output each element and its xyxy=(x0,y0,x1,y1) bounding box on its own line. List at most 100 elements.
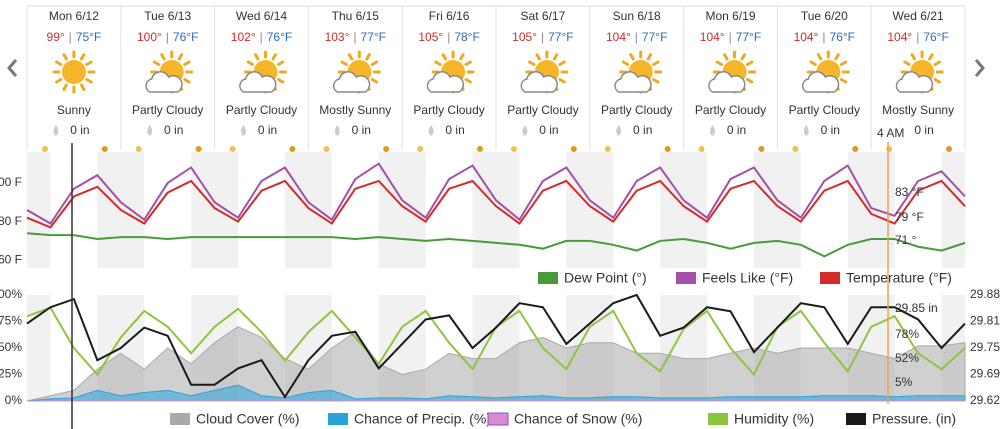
sun-ray xyxy=(55,60,63,66)
day-label: Wed 6/21 xyxy=(893,9,944,23)
line xyxy=(26,162,966,225)
sun-ray xyxy=(464,60,472,66)
rain-drop xyxy=(803,125,809,136)
y2-tick-label: 29.75 xyxy=(970,340,1000,354)
condition: Partly Cloudy xyxy=(601,103,672,117)
legend-label: Pressure. (in) xyxy=(872,411,956,427)
precip: 0 in xyxy=(445,123,464,137)
y-tick-label: 80 F xyxy=(0,214,22,228)
rain-drop xyxy=(522,125,528,136)
time-marker-label: 4 AM xyxy=(877,126,904,140)
sun-ray xyxy=(276,78,285,84)
y-tick-label: 60 F xyxy=(0,252,22,266)
legend-swatch xyxy=(820,272,840,284)
y2-tick-label: 29.62 xyxy=(970,393,1000,407)
sun-ray xyxy=(464,78,472,84)
separator: | xyxy=(729,30,732,44)
temp-range: 104° | 76°F xyxy=(794,30,855,44)
condition: Partly Cloudy xyxy=(226,103,297,117)
condition: Mostly Sunny xyxy=(319,103,391,117)
low-temp: 77°F xyxy=(736,30,761,44)
high-temp: 102° xyxy=(231,30,256,44)
y-tick-label: 0% xyxy=(5,393,23,407)
sun-ray xyxy=(629,53,635,61)
low-temp: 77°F xyxy=(642,30,667,44)
low-temp: 76°F xyxy=(173,30,198,44)
day-label: Mon 6/19 xyxy=(705,9,755,23)
sun-ray xyxy=(160,53,166,61)
sun-ray xyxy=(558,60,566,66)
condition: Partly Cloudy xyxy=(695,103,766,117)
sunrise-dot xyxy=(135,146,142,152)
day-label: Sun 6/18 xyxy=(613,9,661,23)
sun-ray xyxy=(370,78,379,84)
high-temp: 104° xyxy=(794,30,819,44)
sun-ray xyxy=(528,60,536,66)
sun-ray xyxy=(365,53,371,61)
sun-ray xyxy=(652,60,660,66)
y-tick-label: 100% xyxy=(0,287,22,301)
area xyxy=(26,326,966,402)
low-temp: 77°F xyxy=(548,30,573,44)
cloud xyxy=(614,71,652,93)
sunset-dot xyxy=(758,146,765,152)
night-band xyxy=(566,152,614,268)
separator: | xyxy=(69,30,72,44)
sun-ray xyxy=(441,53,448,61)
precip: 0 in xyxy=(821,123,840,137)
sun-ray xyxy=(434,60,442,66)
legend-label: Humidity (%) xyxy=(734,411,814,427)
condition: Sunny xyxy=(57,103,91,117)
precip: 0 in xyxy=(352,123,371,137)
legend-label: Cloud Cover (%) xyxy=(196,411,299,427)
day-label: Wed 6/14 xyxy=(236,9,287,23)
sun-ray xyxy=(834,53,840,61)
annotation: 52% xyxy=(895,351,919,365)
night-band xyxy=(660,152,708,268)
precip: 0 in xyxy=(914,123,933,137)
line xyxy=(26,179,966,229)
legend-swatch xyxy=(328,413,348,425)
temp-range: 100° | 76°F xyxy=(137,30,198,44)
time-marker-bg xyxy=(872,126,908,142)
night-band xyxy=(27,295,51,401)
sun-ray xyxy=(62,83,68,91)
legend-swatch xyxy=(708,413,728,425)
prev-arrow[interactable] xyxy=(7,59,18,77)
temp-range: 105° | 77°F xyxy=(512,30,573,44)
y2-tick-label: 29.88 xyxy=(970,287,1000,301)
weather-icon xyxy=(239,50,287,94)
rain-drop xyxy=(616,125,622,136)
next-arrow[interactable] xyxy=(974,59,985,77)
temp-range: 104° | 76°F xyxy=(887,30,948,44)
sun-ray xyxy=(85,60,93,66)
high-temp: 105° xyxy=(418,30,443,44)
sun-ray xyxy=(340,60,348,66)
weather-icon xyxy=(614,50,663,94)
sunrise-dot xyxy=(792,146,799,152)
sun-ray xyxy=(62,53,68,61)
rain-drop xyxy=(53,125,59,136)
cloud xyxy=(145,71,183,93)
temp-range: 104° | 77°F xyxy=(606,30,667,44)
low-temp: 76°F xyxy=(830,30,855,44)
sun xyxy=(61,60,86,84)
temp-range: 104° | 77°F xyxy=(700,30,761,44)
separator: | xyxy=(635,30,638,44)
weather-icon xyxy=(520,50,569,94)
weather-icon xyxy=(426,50,475,94)
separator: | xyxy=(916,30,919,44)
precip: 0 in xyxy=(727,123,746,137)
day-label: Sat 6/17 xyxy=(521,9,566,23)
legend-swatch xyxy=(846,413,866,425)
sun-ray xyxy=(459,53,465,61)
high-temp: 104° xyxy=(606,30,631,44)
condition: Partly Cloudy xyxy=(132,103,203,117)
night-band xyxy=(284,152,332,268)
high-temp: 104° xyxy=(887,30,912,44)
sunset-dot xyxy=(664,146,671,152)
cloud xyxy=(426,71,465,93)
weather-icon xyxy=(52,50,96,94)
sun-ray xyxy=(839,78,848,84)
rain-drop xyxy=(241,125,246,136)
